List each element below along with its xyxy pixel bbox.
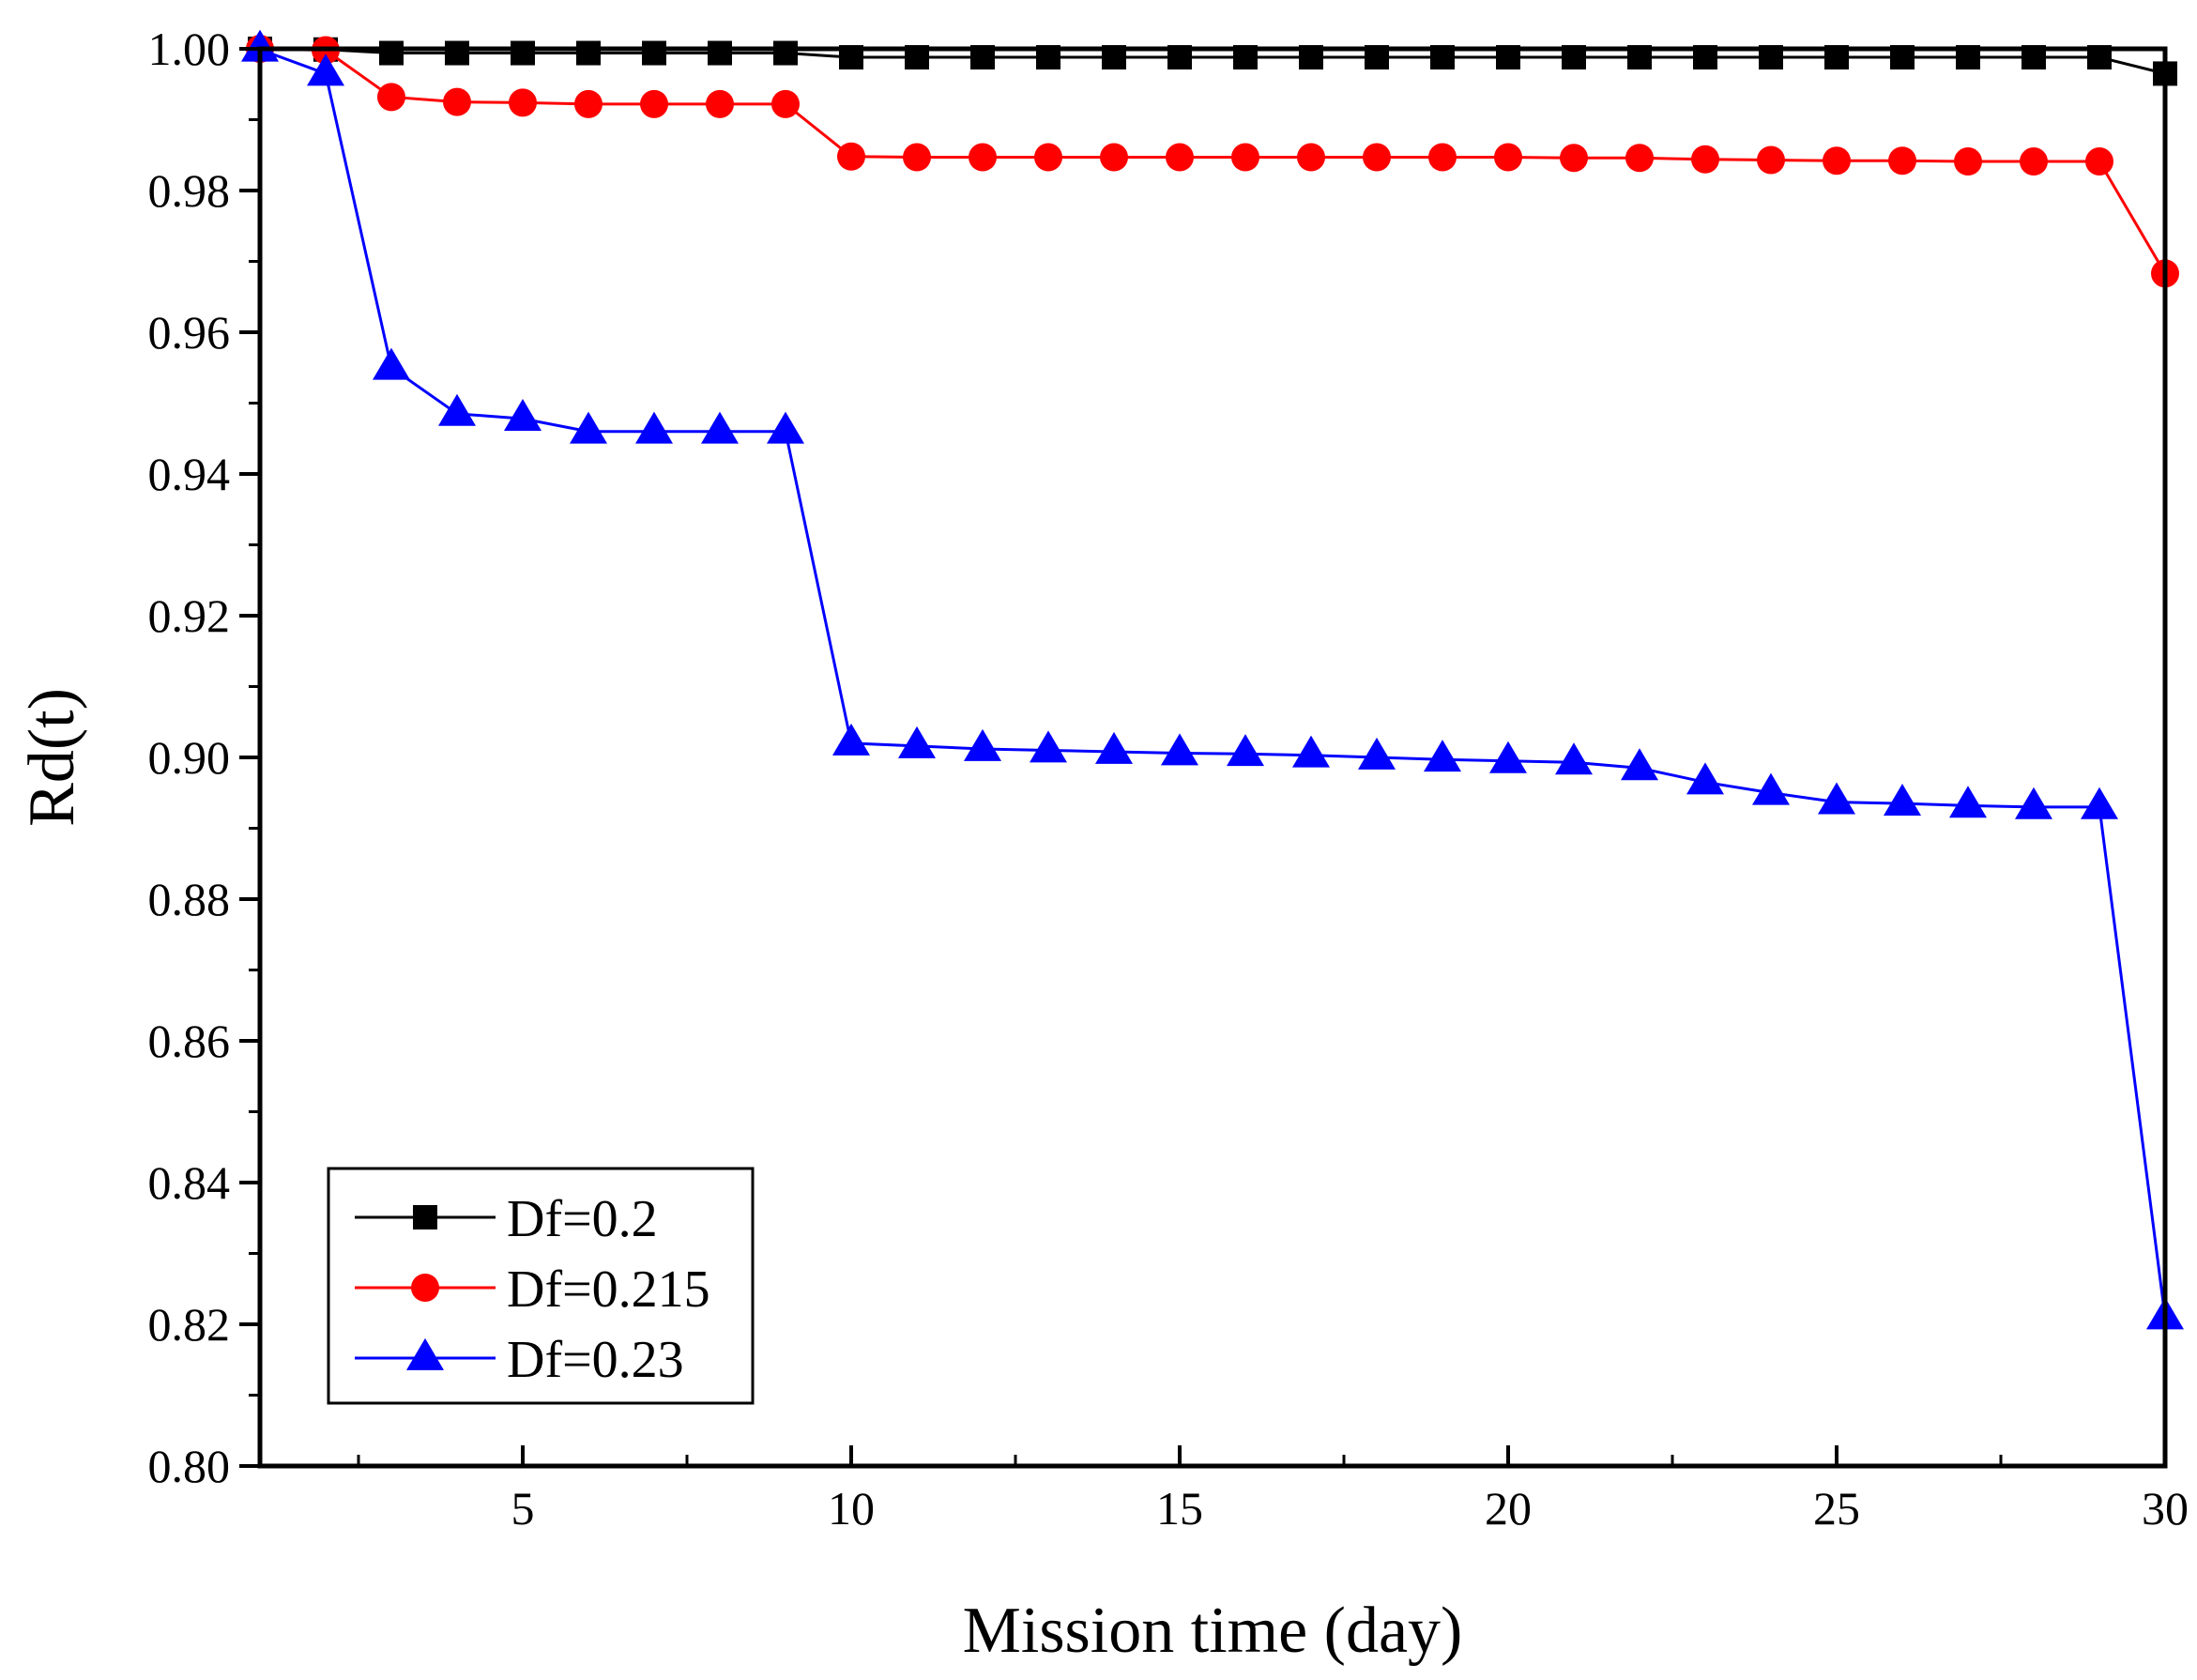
data-point [379,40,404,66]
data-point [373,347,410,380]
data-point [708,40,732,66]
legend-item: Df=0.215 [355,1260,710,1319]
x-tick-label: 30 [2142,1482,2189,1535]
data-point [2085,147,2113,176]
data-point [2081,787,2118,819]
data-point [570,411,607,444]
y-tick-label: 0.96 [148,306,231,359]
x-tick-label: 15 [1156,1482,1203,1535]
x-tick-label: 20 [1485,1482,1532,1535]
data-point [903,143,931,172]
legend-label: Df=0.23 [507,1331,684,1389]
data-point [1888,146,1916,176]
data-point [1297,143,1325,172]
x-tick-label: 5 [511,1482,535,1535]
data-point [771,89,800,118]
y-tick-label: 1.00 [148,23,231,75]
legend: Df=0.2 Df=0.215 Df=0.23 [327,1167,755,1405]
series-3 [241,29,2184,1330]
legend-marker [411,1274,439,1302]
data-point [1954,147,1982,176]
y-axis-label: Rd(t) [16,688,88,827]
data-point [1494,143,1522,172]
legend-item: Df=0.2 [355,1190,658,1248]
data-point [1030,730,1067,763]
data-point [1100,143,1128,172]
x-tick-label: 25 [1813,1482,1860,1535]
y-tick-label: 0.88 [148,873,231,925]
data-point [1227,734,1264,767]
data-point [1428,143,1457,172]
legend-box [327,1167,755,1405]
data-point [1489,741,1527,773]
legend-marker [406,1337,444,1370]
data-point [377,83,405,112]
data-point [767,411,804,444]
x-tick-label: 10 [828,1482,875,1535]
data-point [1292,735,1330,768]
plot-area-frame [257,46,2168,1469]
data-point [1555,742,1593,775]
y-tick-label: 0.80 [148,1440,231,1492]
data-point [307,53,344,86]
data-point [1686,762,1724,795]
data-point [837,142,865,171]
data-point [969,143,997,172]
legend-marker [413,1205,437,1229]
data-point [509,88,537,117]
data-point [1166,143,1194,172]
data-point [1034,143,1062,172]
data-point [1621,748,1658,781]
data-point [635,411,673,444]
y-tick-label: 0.84 [148,1156,231,1209]
data-point [773,40,798,66]
data-point [574,89,603,118]
data-point [898,725,936,758]
series-2 [246,35,2179,288]
data-point [1757,145,1785,175]
data-point [504,399,542,432]
data-point [706,89,734,118]
data-point [1752,772,1790,805]
data-point [1625,144,1654,173]
y-tick-label: 0.90 [148,731,231,784]
data-point [1095,731,1133,764]
data-point [1691,145,1719,174]
y-tick-label: 0.92 [148,589,231,642]
y-tick-label: 0.98 [148,164,231,217]
data-point [511,40,535,66]
data-point [1823,146,1851,176]
data-point [642,40,666,66]
data-point [832,723,870,756]
series-layer [241,29,2184,1330]
x-axis-label: Mission time (day) [963,1595,1463,1667]
data-point [640,89,668,118]
data-point [1884,783,1921,816]
y-tick-label: 0.82 [148,1298,231,1351]
data-point [1363,143,1391,172]
data-point [445,40,469,66]
y-tick-label: 0.94 [148,448,231,500]
data-point [438,393,476,426]
legend-label: Df=0.2 [507,1190,658,1248]
data-point [701,411,739,444]
data-point [1161,733,1198,766]
legend-item: Df=0.23 [355,1331,684,1389]
data-point [1818,782,1855,815]
data-point [2020,147,2048,176]
y-tick-label: 0.86 [148,1015,231,1067]
data-point [576,40,601,66]
data-point [1231,143,1259,172]
data-point [443,87,471,116]
data-point [964,728,1001,761]
data-point [241,29,279,62]
data-point [1424,740,1461,772]
data-point [1949,786,1987,818]
data-point [1358,737,1396,770]
data-point [2015,787,2052,819]
data-point [1560,144,1588,173]
legend-label: Df=0.215 [507,1260,710,1319]
